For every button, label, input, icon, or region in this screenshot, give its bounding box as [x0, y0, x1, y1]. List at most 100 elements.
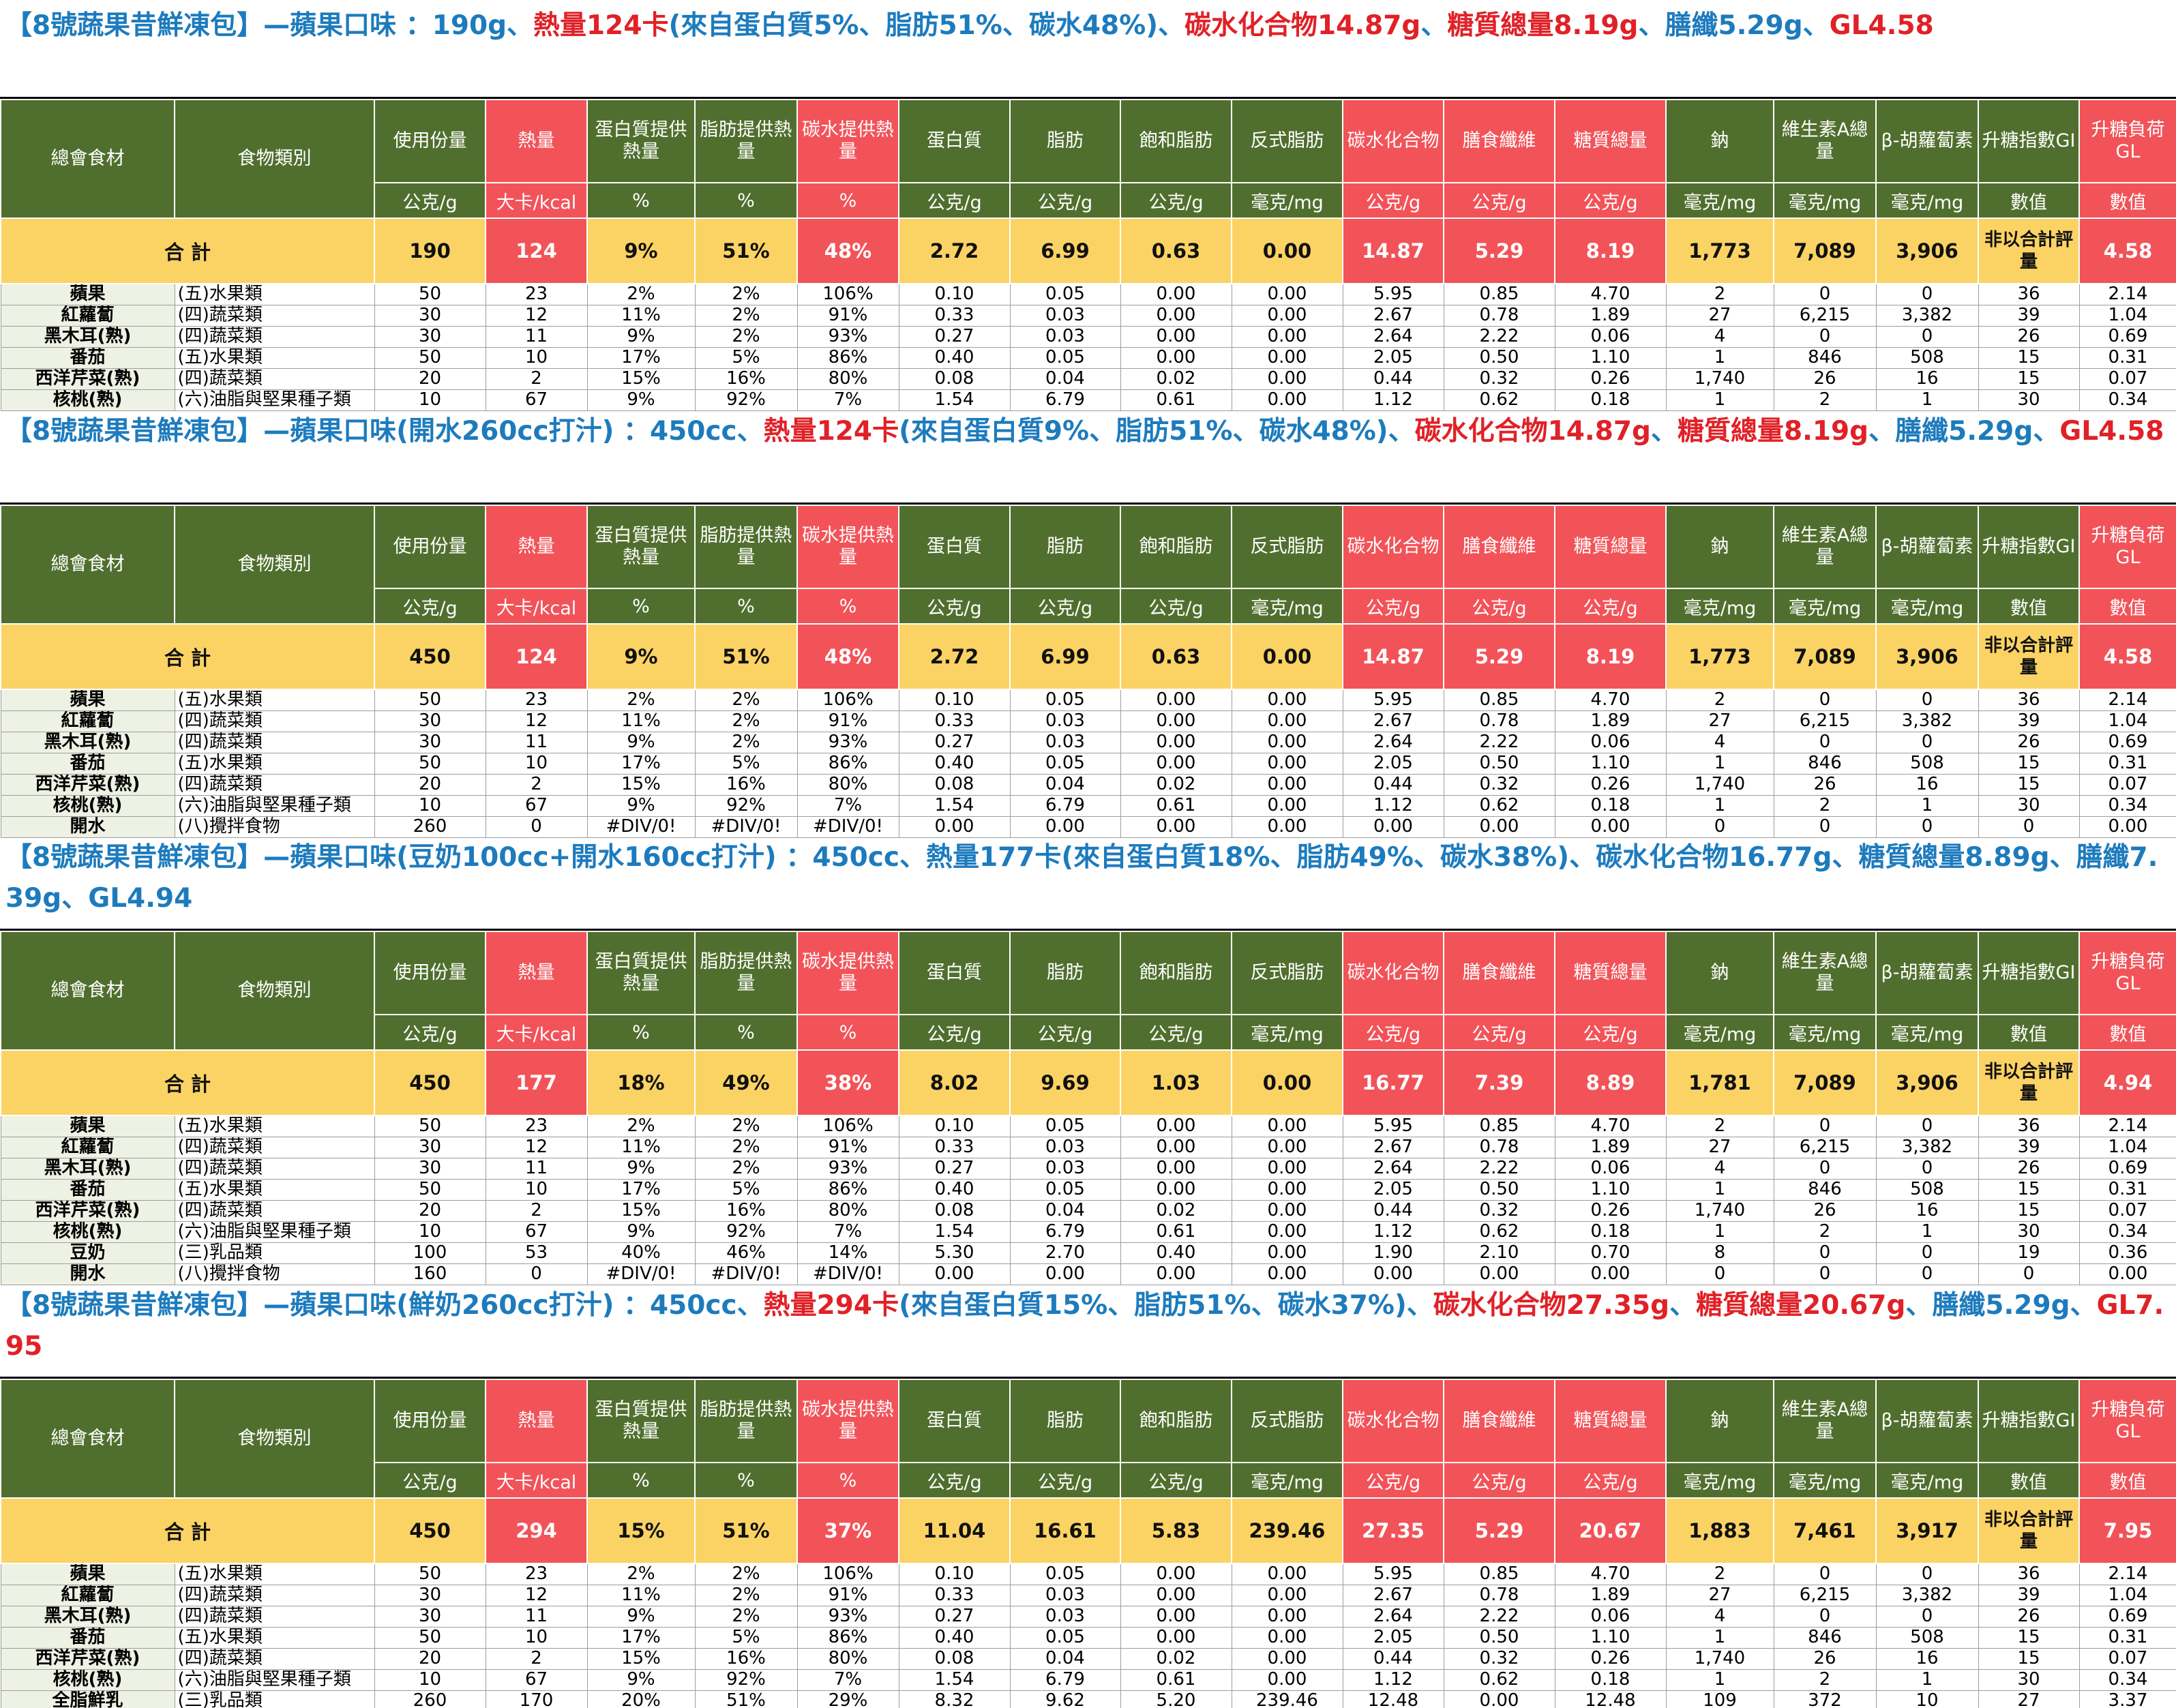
table-cell: 1.89 — [1554, 304, 1667, 327]
column-header: 升糖負荷GL — [2078, 505, 2176, 589]
table-cell: 26 — [1978, 731, 2080, 753]
table-cell: 0.02 — [1120, 368, 1232, 390]
table-cell: 0.00 — [1120, 1136, 1232, 1158]
table-cell: 846 — [1773, 752, 1877, 775]
table-cell: 2.67 — [1342, 1584, 1444, 1606]
total-value: 18% — [586, 1049, 696, 1116]
table-cell: 46% — [694, 1242, 798, 1264]
table-cell: 239.46 — [1231, 1690, 1343, 1708]
table-cell: 0.33 — [898, 304, 1011, 327]
total-row: 合 計 450 294 15% 51% 37% 11.04 16.61 5.83 239.46 27… — [0, 1497, 2176, 1564]
total-value: 9% — [586, 218, 696, 284]
table-cell: 9.62 — [1009, 1690, 1121, 1708]
table-cell: 30 — [1978, 794, 2080, 817]
table-cell: 7% — [796, 794, 899, 817]
table-cell: #DIV/0! — [694, 1263, 798, 1285]
table-cell: 0.06 — [1554, 1157, 1667, 1180]
table-cell: 0.07 — [2078, 1647, 2176, 1670]
table-cell: 17% — [586, 752, 696, 775]
table-cell: 15 — [1978, 346, 2080, 369]
table-cell: 2% — [694, 1157, 798, 1180]
total-value: 5.29 — [1443, 623, 1555, 690]
table-cell: 0.00 — [1120, 1263, 1232, 1285]
table-cell: 27 — [1665, 710, 1774, 732]
table-row: 番茄 (五)水果類 50 10 17% 5% 86% 0.40 0.05 0.00 0.00 2.05… — [0, 752, 2176, 775]
column-header: β-胡蘿蔔素 — [1875, 931, 1979, 1015]
column-header: 碳水化合物 — [1342, 505, 1444, 589]
table-cell: 2.05 — [1342, 1178, 1444, 1201]
total-value: 2.72 — [898, 218, 1011, 284]
table-cell: 9% — [586, 1157, 696, 1180]
unit-cell: 數值 — [2078, 588, 2176, 625]
table-cell: 2.22 — [1443, 731, 1555, 753]
table-cell: 0.00 — [2078, 1263, 2176, 1285]
table-cell: 80% — [796, 1199, 899, 1222]
total-value: 48% — [796, 623, 899, 690]
table-cell: 0.00 — [1231, 794, 1343, 817]
total-value: 190 — [374, 218, 486, 284]
table-cell: 0.44 — [1342, 1199, 1444, 1222]
table-cell: 6.79 — [1009, 389, 1121, 411]
table-cell: 4.70 — [1554, 1115, 1667, 1137]
unit-cell: 數值 — [2078, 182, 2176, 219]
column-header: 蛋白質 — [898, 931, 1011, 1015]
table-cell: 7% — [796, 1220, 899, 1243]
total-value: 8.89 — [1554, 1049, 1667, 1116]
food-category: (四)蔬菜類 — [174, 1199, 375, 1222]
header-row: 總會食材 食物類別 使用份量 熱量 蛋白質提供熱量 脂肪提供熱量 碳水提供熱量 蛋白質 脂肪 飽和… — [0, 99, 2176, 219]
table-cell: 0.00 — [1120, 689, 1232, 711]
table-cell: 0.00 — [1231, 752, 1343, 775]
title-highlight: 糖質總量20.67g — [1696, 1290, 1906, 1321]
total-value: 15% — [586, 1497, 696, 1564]
table-cell: 27 — [1665, 304, 1774, 327]
table-cell: 0.06 — [1554, 1605, 1667, 1628]
table-cell: 0 — [1875, 815, 1979, 838]
column-header: 碳水化合物 — [1342, 99, 1444, 183]
total-value: 7,089 — [1773, 623, 1877, 690]
total-label: 合 計 — [0, 623, 375, 690]
table-cell: 1.90 — [1342, 1242, 1444, 1264]
table-cell: 11 — [485, 325, 588, 348]
table-row: 番茄 (五)水果類 50 10 17% 5% 86% 0.40 0.05 0.00 0.00 2.05… — [0, 1178, 2176, 1201]
table-cell: 1.89 — [1554, 1136, 1667, 1158]
column-header: 碳水化合物 — [1342, 1379, 1444, 1463]
table-cell: 0.03 — [1009, 1157, 1121, 1180]
total-value: 1,773 — [1665, 623, 1774, 690]
total-row: 合 計 450 124 9% 51% 48% 2.72 6.99 0.63 0.00 14.87 5.… — [0, 623, 2176, 690]
table-cell: 10 — [1875, 1690, 1979, 1708]
table-cell: 0.00 — [898, 1263, 1011, 1285]
title-highlight: 糖質總量8.19g — [1677, 416, 1869, 447]
table-cell: 0 — [1773, 689, 1877, 711]
ingredient-name: 紅蘿蔔 — [0, 710, 175, 732]
unit-cell: 公克/g — [374, 1462, 486, 1499]
column-header: 熱量 — [485, 99, 588, 183]
column-header: 脂肪 — [1009, 99, 1121, 183]
column-header: 升糖負荷GL — [2078, 99, 2176, 183]
unit-cell: 公克/g — [1443, 1462, 1555, 1499]
table-cell: 0.05 — [1009, 283, 1121, 305]
column-header: 碳水提供熱量 — [796, 99, 899, 183]
table-cell: 0.61 — [1120, 389, 1232, 411]
table-cell: 10 — [374, 389, 486, 411]
column-header: 飽和脂肪 — [1120, 505, 1232, 589]
food-category: (六)油脂與堅果種子類 — [174, 1668, 375, 1691]
table-cell: 11% — [586, 1136, 696, 1158]
table-cell: 106% — [796, 1563, 899, 1585]
table-cell: 16% — [694, 1647, 798, 1670]
table-cell: 1.04 — [2078, 1584, 2176, 1606]
total-value: 7.39 — [1443, 1049, 1555, 1116]
table-cell: 0 — [1773, 1115, 1877, 1137]
table-cell: 5.95 — [1342, 283, 1444, 305]
table-cell: 11% — [586, 1584, 696, 1606]
column-header: 碳水提供熱量 — [796, 931, 899, 1015]
table-cell: 0.03 — [1009, 1605, 1121, 1628]
column-header: 鈉 — [1665, 99, 1774, 183]
ingredient-name: 核桃(熟) — [0, 389, 175, 411]
table-cell: 39 — [1978, 1136, 2080, 1158]
total-value: 0.00 — [1231, 218, 1343, 284]
table-cell: 0.50 — [1443, 1178, 1555, 1201]
table-cell: 10 — [485, 1626, 588, 1649]
food-category: (五)水果類 — [174, 1563, 375, 1585]
table-cell: 93% — [796, 325, 899, 348]
column-header: 脂肪 — [1009, 1379, 1121, 1463]
